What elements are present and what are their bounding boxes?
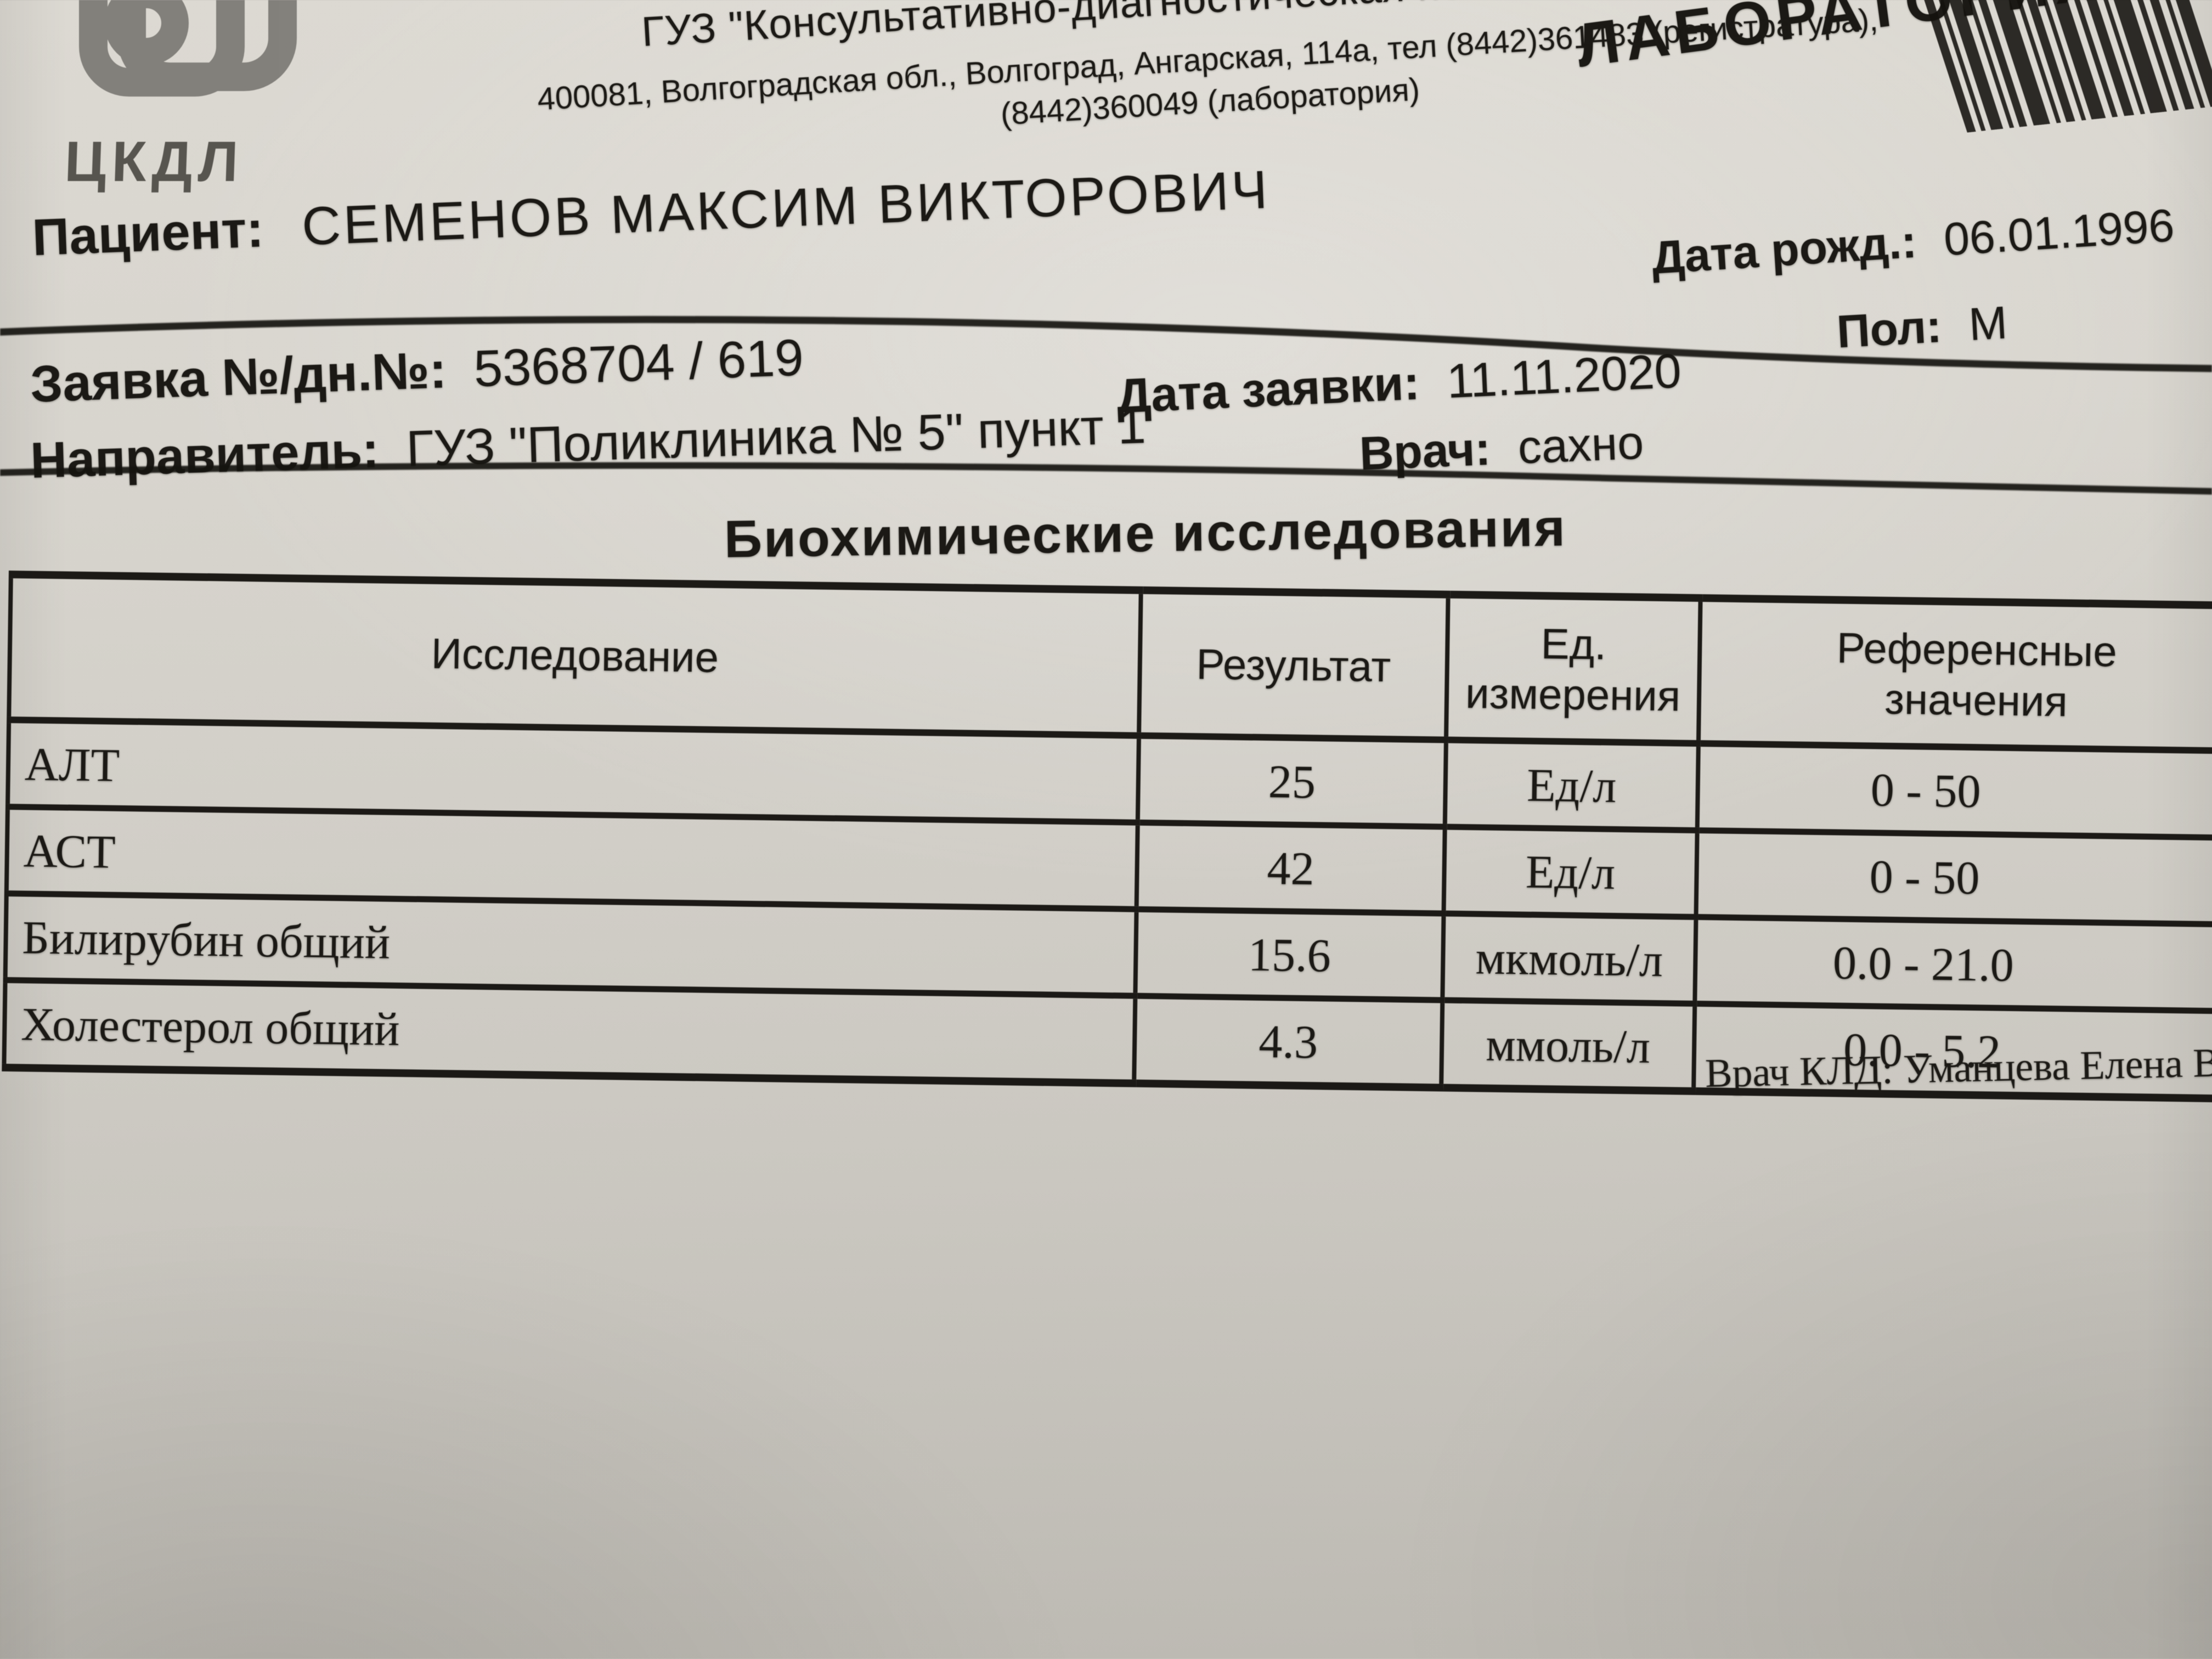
cell-test: АЛТ bbox=[7, 720, 1139, 823]
divider-rule-1 bbox=[0, 315, 2212, 373]
column-header-unit: Ед. измерения bbox=[1446, 594, 1701, 744]
cell-reference: 0 - 50 bbox=[1696, 830, 2212, 925]
cell-unit: мкмоль/л bbox=[1442, 913, 1696, 1004]
cell-reference: 0.0 - 21.0 bbox=[1695, 917, 2212, 1012]
cell-unit: ммоль/л bbox=[1441, 1000, 1695, 1091]
logo-text: ЦКДЛ bbox=[64, 130, 245, 194]
cell-result: 25 bbox=[1137, 735, 1446, 827]
cell-unit: Ед/л bbox=[1443, 827, 1697, 917]
results-table-wrap: Исследование Результат Ед. измерения Реф… bbox=[2, 571, 2212, 1103]
barcode-icon bbox=[1923, 0, 2212, 133]
cell-test: Холестерол общий bbox=[4, 980, 1136, 1084]
cell-test: Билирубин общий bbox=[5, 893, 1137, 996]
cell-result: 15.6 bbox=[1135, 909, 1444, 1001]
column-header-result: Результат bbox=[1139, 590, 1448, 740]
cell-result: 4.3 bbox=[1134, 996, 1443, 1088]
cell-result: 42 bbox=[1136, 822, 1445, 914]
divider-rule-2 bbox=[0, 462, 2212, 495]
cell-unit: Ед/л bbox=[1444, 740, 1699, 831]
clinic-logo: ЦКДЛ bbox=[64, 0, 297, 194]
logo-mark-icon bbox=[79, 0, 297, 97]
cell-test: АСТ bbox=[6, 806, 1138, 910]
results-table: Исследование Результат Ед. измерения Реф… bbox=[2, 571, 2212, 1103]
cell-reference: 0 - 50 bbox=[1697, 743, 2212, 838]
column-header-test: Исследование bbox=[9, 574, 1141, 736]
column-header-reference: Референсные значения bbox=[1698, 598, 2212, 752]
section-title: Биохимические исследования bbox=[724, 498, 1567, 569]
